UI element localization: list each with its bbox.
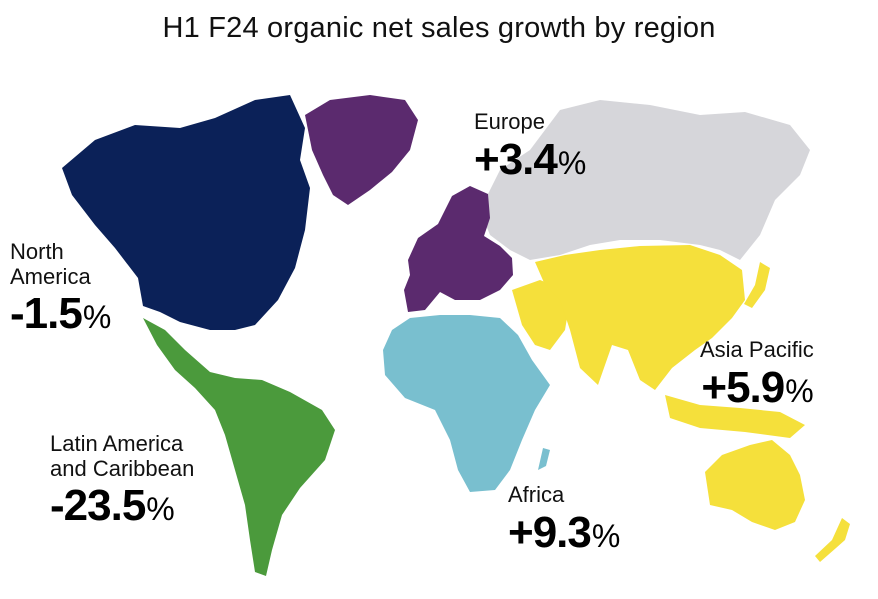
region-name-latin-america-line2: and Caribbean — [50, 455, 195, 481]
region-name-asia-pacific: Asia Pacific — [700, 337, 814, 362]
region-latin-america — [143, 318, 335, 576]
region-russia — [480, 100, 810, 260]
label-latin-america: Latin America and Caribbean -23.5% — [50, 431, 195, 531]
region-value-latin-america: -23.5% — [50, 481, 194, 530]
value-number-africa: +9.3 — [508, 507, 592, 557]
label-asia-pacific: Asia Pacific +5.9% — [700, 337, 814, 412]
region-value-north-america: -1.5% — [10, 289, 111, 338]
map-title: H1 F24 organic net sales growth by regio… — [162, 12, 716, 44]
label-africa: Africa +9.3% — [508, 482, 620, 557]
region-middle-east — [512, 280, 570, 350]
region-name-europe: Europe — [474, 109, 545, 134]
value-unit-latin-america: % — [146, 491, 175, 528]
region-north-america — [62, 95, 310, 330]
value-number-north-america: -1.5 — [10, 289, 83, 339]
value-number-latin-america: -23.5 — [50, 481, 146, 531]
value-number-asia-pacific: +5.9 — [701, 362, 785, 412]
label-north-america: North America -1.5% — [10, 239, 111, 339]
region-asia — [535, 245, 745, 390]
region-europe — [404, 186, 513, 312]
region-name-latin-america-line1: Latin America — [50, 431, 184, 456]
region-value-africa: +9.3% — [508, 508, 620, 557]
region-name-north-america-line1: North — [10, 239, 64, 264]
region-japan — [744, 262, 770, 308]
value-unit-africa: % — [591, 517, 621, 554]
value-unit-europe: % — [557, 144, 587, 181]
region-name-africa: Africa — [508, 482, 565, 507]
value-number-europe: +3.4 — [474, 134, 558, 184]
region-name-north-america-line2: America — [10, 263, 91, 289]
region-africa — [383, 315, 550, 492]
value-unit-north-america: % — [82, 299, 112, 336]
region-value-asia-pacific: +5.9% — [700, 362, 814, 412]
region-se-asia — [665, 395, 805, 438]
region-greenland — [305, 95, 418, 205]
region-new-zealand — [815, 518, 850, 562]
value-unit-asia-pacific: % — [785, 372, 814, 409]
label-europe: Europe +3.4% — [474, 109, 586, 184]
region-madagascar — [538, 448, 550, 470]
region-australia — [705, 440, 805, 530]
region-value-europe: +3.4% — [474, 135, 586, 184]
